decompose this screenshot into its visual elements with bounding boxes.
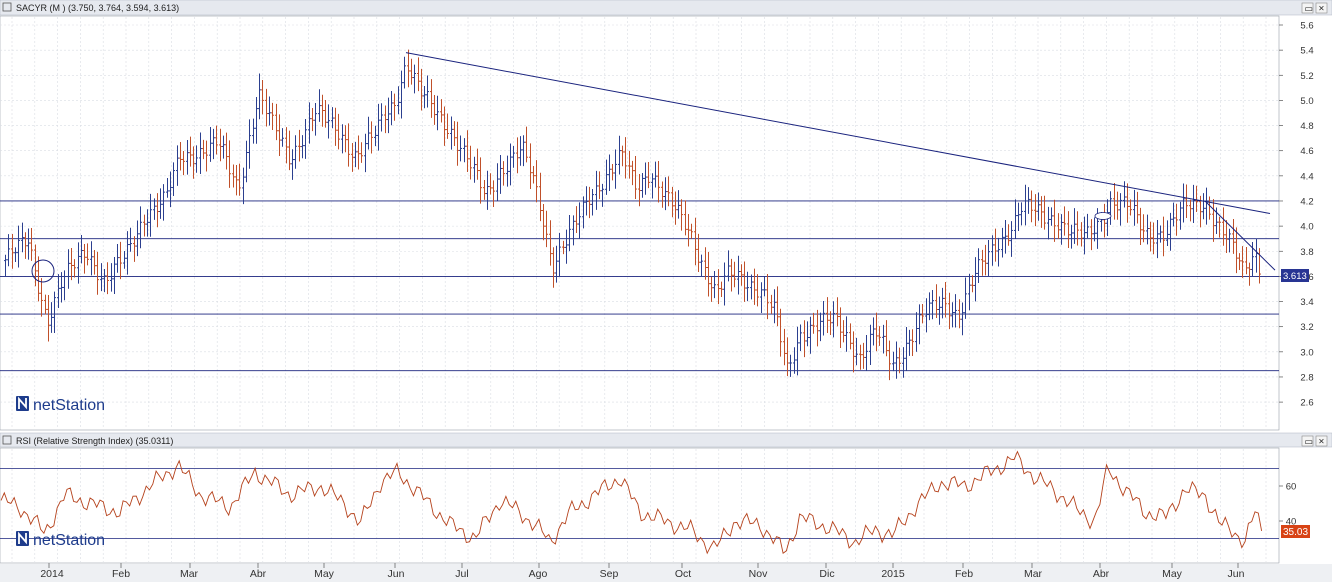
restore-icon: ▭	[1305, 437, 1314, 447]
y-tick-label: 5.0	[1300, 96, 1313, 107]
x-tick-label: Ago	[529, 568, 548, 580]
x-tick-label: Jul	[455, 568, 468, 580]
y-tick-label: 4.2	[1300, 196, 1313, 207]
x-tick-label: Mar	[180, 568, 199, 580]
x-tick-label: Abr	[250, 568, 267, 580]
price-restore-button[interactable]: ▭	[1301, 2, 1314, 14]
x-tick-label: Mar	[1024, 568, 1043, 580]
chart-annotation-ellipse	[1094, 212, 1112, 220]
y-tick-label: 2.8	[1300, 372, 1313, 383]
price-panel-header	[0, 0, 1332, 16]
rsi-y-axis: 60 40	[1279, 482, 1296, 528]
price-close-button[interactable]: ×	[1315, 2, 1328, 15]
y-tick-label: 5.6	[1300, 21, 1313, 32]
price-panel-title: SACYR (M ) (3.750, 3.764, 3.594, 3.613)	[16, 3, 179, 13]
y-tick-label: 5.2	[1300, 71, 1313, 82]
x-axis: 2014 Feb Mar Abr May Jun Jul Ago Sep Oct Nov Dic 201…	[40, 563, 1245, 580]
restore-icon: ▭	[1305, 4, 1314, 14]
price-grid	[0, 17, 1279, 429]
y-tick-label: 2.6	[1300, 398, 1313, 409]
x-tick-label: May	[1162, 568, 1183, 580]
price-bars	[4, 49, 1261, 381]
rsi-value-badge: 35.03	[1281, 525, 1310, 538]
x-tick-label: Sep	[600, 568, 619, 580]
x-tick-label: May	[314, 568, 335, 580]
y-tick-label: 3.0	[1300, 347, 1313, 358]
y-tick-label: 4.8	[1300, 121, 1313, 132]
rsi-close-button[interactable]: ×	[1315, 435, 1328, 448]
rsi-grid	[11, 449, 1267, 562]
x-tick-label: Jun	[388, 568, 405, 580]
y-tick-label: 4.4	[1300, 171, 1313, 182]
panel-icon	[2, 435, 12, 445]
rsi-restore-button[interactable]: ▭	[1301, 435, 1314, 447]
x-tick-label: 2015	[881, 568, 905, 580]
rsi-panel-title: RSI (Relative Strength Index) (35.0311)	[16, 436, 173, 446]
price-plot-area	[0, 15, 1280, 431]
trend-line	[1204, 200, 1276, 271]
y-tick-label: 60	[1286, 482, 1297, 493]
chart-annotation-circle	[31, 259, 55, 283]
x-axis-bar	[0, 564, 1332, 582]
x-tick-label: Nov	[749, 568, 768, 580]
y-tick-label: 5.4	[1300, 46, 1313, 57]
y-tick-label: 3.4	[1300, 297, 1313, 308]
y-tick-label: 40	[1286, 517, 1297, 528]
x-tick-label: Jun	[1228, 568, 1245, 580]
price-trend-lines	[405, 52, 1276, 271]
y-tick-label: 3.8	[1300, 247, 1313, 258]
x-tick-label: 2014	[40, 568, 64, 580]
rsi-last-value: 35.03	[1283, 527, 1308, 538]
y-tick-label: 3.2	[1300, 322, 1313, 333]
rsi-panel: RSI (Relative Strength Index) (35.0311) …	[0, 432, 1332, 564]
rsi-panel-header	[0, 432, 1332, 448]
x-tick-label: Dic	[819, 568, 834, 580]
close-icon: ×	[1319, 437, 1325, 448]
x-tick-label: Oct	[675, 568, 691, 580]
x-tick-label: Abr	[1093, 568, 1110, 580]
rsi-plot-area	[0, 447, 1280, 564]
last-price-badge: 3.613	[1281, 269, 1309, 282]
panel-icon	[2, 2, 12, 12]
trend-line	[405, 52, 1271, 215]
y-tick-label: 4.0	[1300, 222, 1313, 233]
x-tick-label: Feb	[112, 568, 130, 580]
brand-logo: netStation	[16, 531, 105, 549]
brand-text: netStation	[33, 532, 105, 549]
close-icon: ×	[1319, 4, 1325, 15]
rsi-series-line	[0, 450, 1263, 555]
x-tick-label: Feb	[955, 568, 973, 580]
rsi-line	[0, 450, 1279, 555]
last-price-value: 3.613	[1283, 271, 1307, 282]
price-panel: SACYR (M ) (3.750, 3.764, 3.594, 3.613) …	[0, 0, 1332, 431]
y-tick-label: 4.6	[1300, 146, 1313, 157]
brand-text: netStation	[33, 397, 105, 414]
brand-logo: netStation	[16, 396, 105, 414]
